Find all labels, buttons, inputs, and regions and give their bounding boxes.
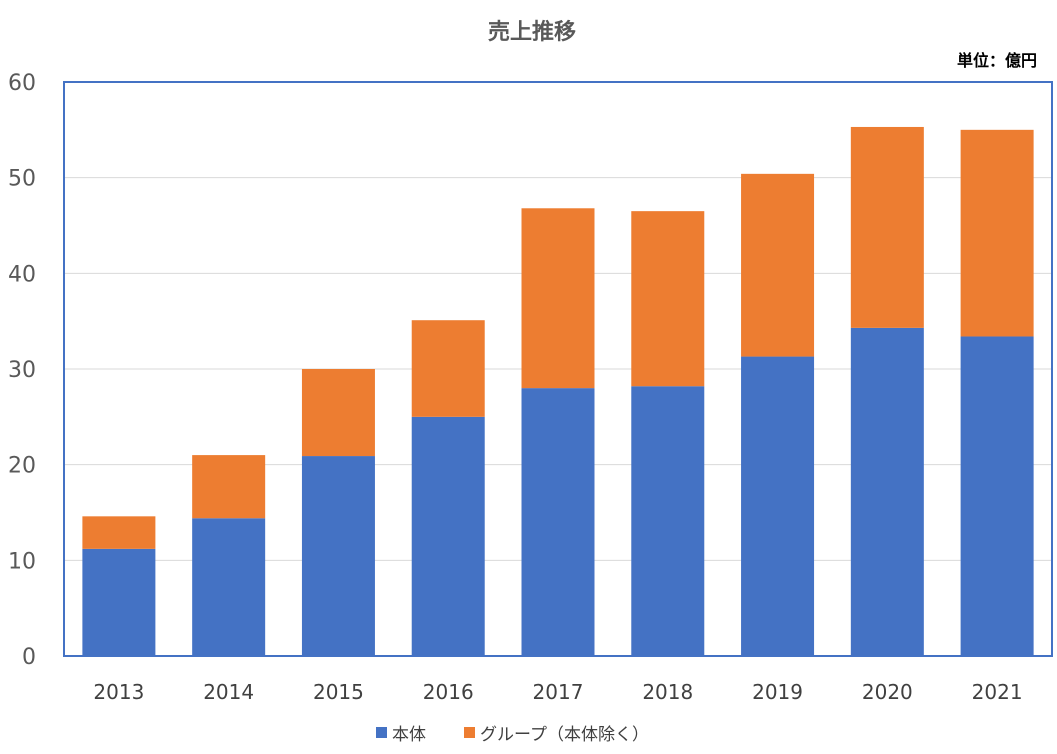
legend-label-group: グループ（本体除く）	[480, 725, 649, 745]
bar-honntai-2016	[411, 416, 485, 656]
bar-honntai-2021	[960, 336, 1034, 656]
x-tick-label: 2014	[203, 680, 254, 704]
legend: 本体 グループ（本体除く）	[376, 725, 649, 745]
legend-swatch-honntai	[376, 727, 387, 738]
bar-group-2021	[960, 129, 1034, 337]
bar-honntai-2020	[850, 327, 924, 656]
bar-group-2017	[521, 208, 595, 389]
bar-group-2016	[411, 320, 485, 417]
x-tick-label: 2013	[93, 680, 144, 704]
legend-swatch-group	[464, 727, 475, 738]
x-tick-label: 2020	[862, 680, 913, 704]
bars	[82, 126, 1034, 656]
bar-honntai-2014	[192, 518, 266, 656]
y-axis-ticks: 0 10 20 30 40 50 60	[8, 71, 36, 670]
plot-area-border	[63, 81, 1053, 657]
bar-group-2015	[301, 369, 375, 457]
y-tick-label: 50	[8, 167, 36, 192]
bar-honntai-2018	[631, 386, 705, 656]
legend-label-honntai: 本体	[392, 725, 426, 745]
bar-group-2020	[850, 126, 924, 328]
unit-label: 単位：億円	[957, 51, 1037, 70]
y-tick-label: 0	[22, 645, 36, 670]
x-tick-label: 2017	[533, 680, 584, 704]
x-tick-label: 2016	[423, 680, 474, 704]
x-tick-label: 2021	[972, 680, 1023, 704]
bar-group-2019	[741, 173, 815, 357]
bar-honntai-2015	[301, 456, 375, 656]
bar-group-2013	[82, 516, 156, 549]
x-tick-label: 2015	[313, 680, 364, 704]
bar-honntai-2017	[521, 388, 595, 656]
y-tick-label: 40	[8, 262, 36, 287]
x-tick-label: 2019	[752, 680, 803, 704]
y-tick-label: 60	[8, 71, 36, 96]
bar-honntai-2019	[741, 356, 815, 656]
y-tick-label: 10	[8, 549, 36, 574]
bar-honntai-2013	[82, 548, 156, 656]
x-tick-label: 2018	[642, 680, 693, 704]
y-tick-label: 20	[8, 454, 36, 479]
chart-title: 売上推移	[488, 19, 576, 45]
x-axis-ticks: 2013 2014 2015 2016 2017 2018 2019 2020 2021	[93, 680, 1022, 704]
y-tick-label: 30	[8, 358, 36, 383]
bar-group-2014	[192, 455, 266, 519]
bar-group-2018	[631, 211, 705, 387]
